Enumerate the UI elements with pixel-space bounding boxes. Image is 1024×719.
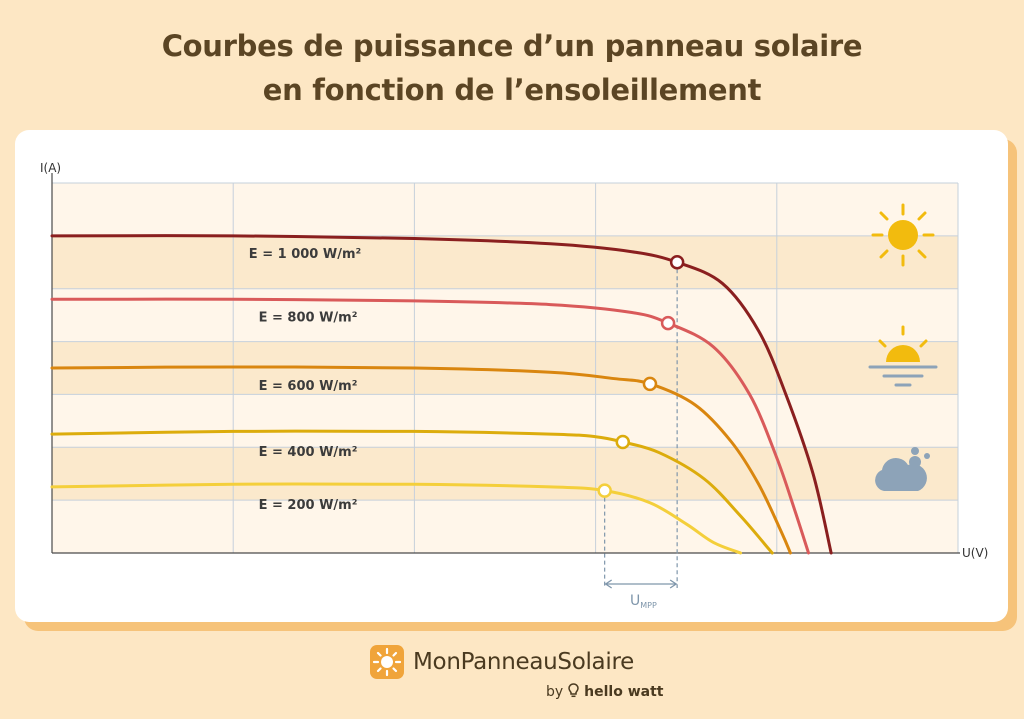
cloud-icon <box>875 447 930 491</box>
page-title: Courbes de puissance d’un panneau solair… <box>0 24 1024 112</box>
x-axis-label: U(V) <box>962 546 988 560</box>
sun-icon <box>871 203 935 267</box>
title-line-2: en fonction de l’ensoleillement <box>262 73 762 107</box>
umpp-label: UMPP <box>630 593 657 610</box>
mpp-point-2 <box>642 376 658 392</box>
series-line-1 <box>50 297 811 555</box>
brand-name: MonPanneauSolaire <box>413 649 634 675</box>
byline: by hello watt <box>546 682 664 702</box>
series-label-0: E = 1 000 W/m² <box>249 247 361 262</box>
sun-logo-icon <box>370 645 404 679</box>
series-line-3 <box>50 429 774 555</box>
umpp-arrow-head-left <box>604 579 613 589</box>
mpp-point-1 <box>660 315 676 331</box>
byline-partner: hello watt <box>584 684 664 700</box>
title-line-1: Courbes de puissance d’un panneau solair… <box>161 29 863 63</box>
mpp-point-0 <box>669 255 685 270</box>
y-axis-label: I(A) <box>40 161 61 175</box>
byline-by: by <box>546 684 564 700</box>
umpp-arrow-head-right <box>669 579 678 589</box>
brand[interactable]: MonPanneauSolaire <box>370 644 634 680</box>
series-label-1: E = 800 W/m² <box>259 310 358 325</box>
series-line-0 <box>50 234 833 555</box>
plot-band <box>52 447 958 501</box>
series-line-2 <box>50 365 792 555</box>
sunset-icon <box>868 325 938 387</box>
lightbulb-icon <box>568 682 579 702</box>
mpp-point-3 <box>615 434 631 450</box>
series-label-4: E = 200 W/m² <box>259 498 358 513</box>
plot-band <box>52 235 958 289</box>
mpp-point-4 <box>597 483 612 498</box>
series-line-4 <box>50 482 743 555</box>
series-label-3: E = 400 W/m² <box>259 445 358 460</box>
series-label-2: E = 600 W/m² <box>259 379 358 394</box>
